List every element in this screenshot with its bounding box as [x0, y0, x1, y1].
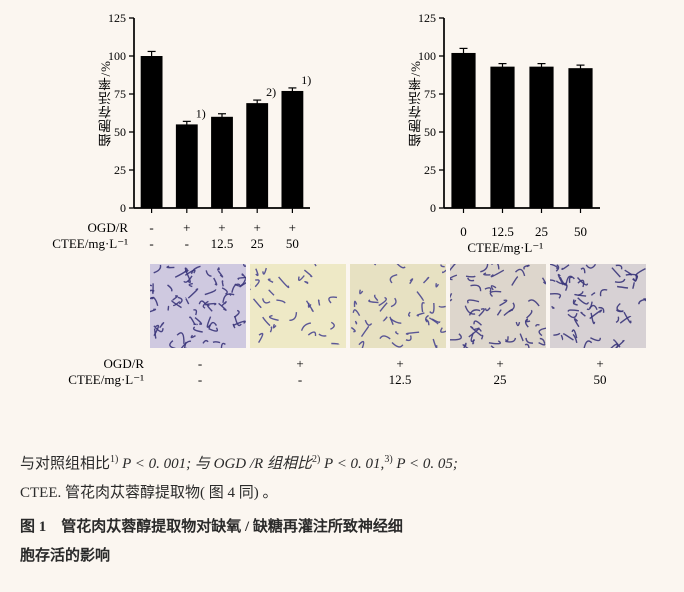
micrograph-panel [550, 264, 646, 348]
micrograph-panel [350, 264, 446, 348]
left-chart-xrows: OGD/R-++++CTEE/mg·L⁻¹--12.52550 [48, 220, 310, 252]
caption-abbrev-line: CTEE. 管花肉苁蓉醇提取物( 图 4 同) 。 [20, 479, 664, 508]
svg-text:0: 0 [120, 201, 126, 215]
svg-text:75: 75 [424, 87, 436, 101]
caption-text: P < 0. 05; [396, 456, 458, 472]
svg-text:25: 25 [114, 163, 126, 177]
caption-sup: 2) [312, 454, 320, 465]
micrograph-panel [150, 264, 246, 348]
micrograph-panel [250, 264, 346, 348]
micrograph-xrows: OGD/R-++++CTEE/mg·L⁻¹--12.52550 [40, 356, 650, 388]
svg-text:2): 2) [266, 85, 276, 99]
svg-text:75: 75 [114, 87, 126, 101]
figure-title: 图 1 管花肉苁蓉醇提取物对缺氧 / 缺糖再灌注所致神经细 胞存活的影响 [20, 513, 664, 570]
svg-text:50: 50 [114, 125, 126, 139]
caption-sup: 3) [384, 454, 392, 465]
figure-caption: 与对照组相比1) P < 0. 001; 与 OGD /R 组相比2) P < … [20, 450, 664, 570]
caption-text: P < 0. 01, [324, 456, 384, 472]
left-chart-ylabel: 细胞存活率/% [96, 60, 115, 146]
right-chart-ylabel: 细胞存活率/% [406, 60, 425, 146]
svg-text:25: 25 [424, 163, 436, 177]
caption-sup: 1) [110, 454, 118, 465]
svg-text:1): 1) [196, 106, 206, 120]
svg-text:125: 125 [418, 11, 436, 25]
svg-text:50: 50 [424, 125, 436, 139]
right-chart-xrows: 012.52550CTEE/mg·L⁻¹ [420, 224, 600, 256]
right-bar-chart: 0255075100125 [400, 8, 610, 218]
left-bar-chart: 02550751001251)2)1) [90, 8, 320, 218]
caption-stats-line: 与对照组相比1) P < 0. 001; 与 OGD /R 组相比2) P < … [20, 450, 664, 479]
micrograph-strip [150, 264, 646, 348]
micrograph-panel [450, 264, 546, 348]
caption-text: 与对照组相比 [20, 456, 110, 472]
figure-area: 02550751001251)2)1) 细胞存活率/% OGD/R-++++CT… [0, 0, 684, 440]
figure-title-line: 图 1 管花肉苁蓉醇提取物对缺氧 / 缺糖再灌注所致神经细 [20, 519, 403, 535]
caption-text: P < 0. 001; 与 OGD /R 组相比 [122, 456, 312, 472]
svg-text:125: 125 [108, 11, 126, 25]
svg-text:0: 0 [430, 201, 436, 215]
svg-text:1): 1) [301, 73, 311, 87]
figure-title-line: 胞存活的影响 [20, 548, 110, 564]
